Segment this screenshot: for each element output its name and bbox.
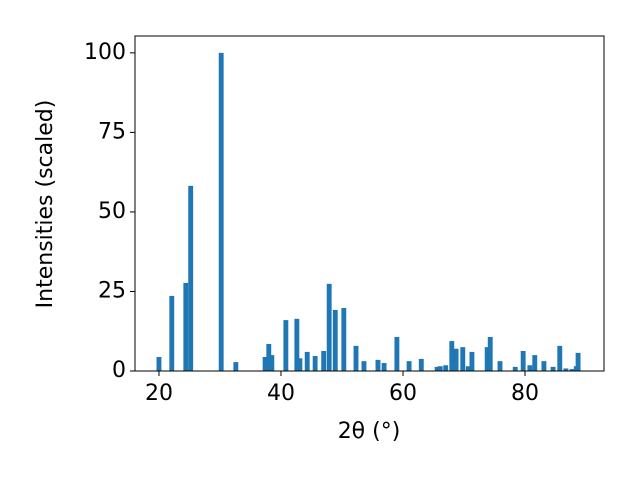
- bar: [434, 366, 440, 371]
- x-tick-label: 60: [389, 381, 417, 406]
- bar: [437, 366, 443, 371]
- bar: [557, 345, 563, 371]
- y-tick-label: 25: [98, 278, 126, 303]
- bar: [449, 341, 455, 371]
- bar: [353, 345, 359, 371]
- bar: [381, 363, 387, 371]
- x-tick-label: 40: [267, 381, 295, 406]
- y-axis-label: Intensities (scaled): [33, 100, 58, 309]
- bar: [321, 350, 327, 371]
- bar: [266, 343, 272, 371]
- bar: [341, 308, 347, 371]
- bar: [550, 366, 556, 371]
- bar: [443, 365, 449, 371]
- bar: [563, 368, 569, 371]
- bar: [294, 318, 300, 371]
- bar: [283, 320, 289, 371]
- bar: [188, 185, 194, 371]
- bar: [269, 355, 275, 371]
- bar: [487, 336, 493, 371]
- y-tick-label: 0: [112, 358, 126, 383]
- bar: [532, 355, 538, 371]
- bar: [406, 361, 412, 371]
- bar: [375, 359, 381, 371]
- bar: [183, 282, 189, 371]
- bar: [469, 351, 475, 371]
- bar: [218, 52, 224, 371]
- bar: [484, 347, 490, 371]
- bar: [418, 358, 424, 371]
- bar: [332, 309, 338, 371]
- bar: [569, 369, 575, 371]
- bar: [394, 336, 400, 371]
- bar: [233, 362, 239, 371]
- bar: [541, 361, 547, 371]
- bar: [465, 366, 471, 371]
- bar: [361, 361, 367, 371]
- bar: [326, 283, 332, 371]
- x-tick-label: 80: [511, 381, 539, 406]
- bar: [453, 348, 459, 371]
- bar: [156, 357, 162, 371]
- bar: [512, 366, 518, 371]
- plot-frame: [134, 35, 605, 372]
- x-axis-label: 2θ (°): [338, 419, 401, 444]
- x-tick-label: 20: [145, 381, 173, 406]
- bar: [497, 361, 503, 371]
- bar: [312, 356, 318, 371]
- y-tick-label: 100: [84, 40, 126, 65]
- bar: [169, 295, 175, 371]
- bar: [460, 347, 466, 371]
- y-tick-label: 50: [98, 199, 126, 224]
- bar: [304, 351, 310, 371]
- bar: [527, 365, 533, 371]
- bar: [297, 358, 303, 371]
- y-tick-label: 75: [98, 119, 126, 144]
- bar: [575, 352, 581, 371]
- bar: [262, 357, 268, 371]
- bar: [520, 350, 526, 371]
